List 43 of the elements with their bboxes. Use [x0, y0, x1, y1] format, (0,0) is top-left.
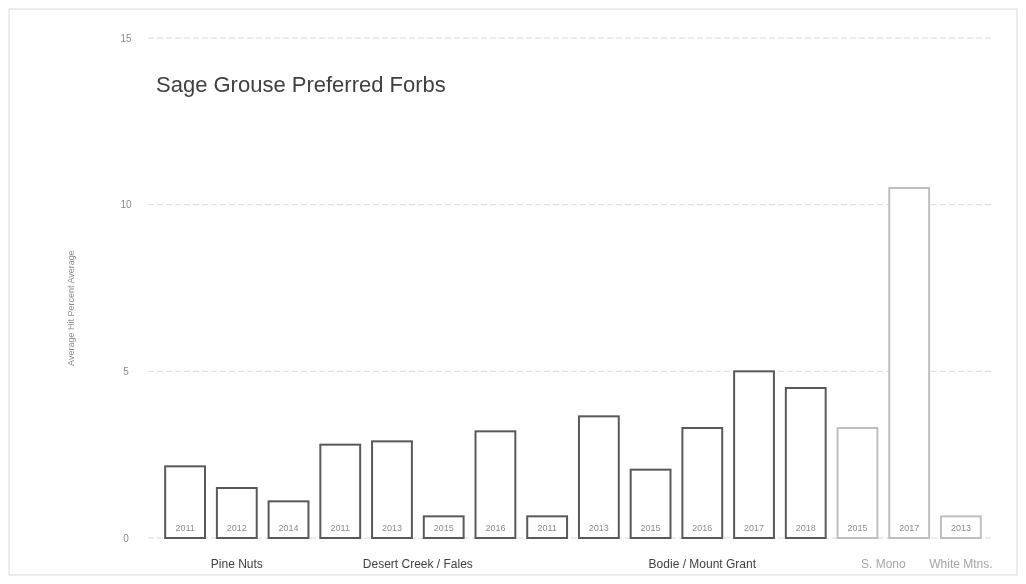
x-tick-label: 2017	[744, 523, 765, 533]
x-tick-label: 2014	[278, 523, 299, 533]
y-tick-label: 5	[123, 365, 130, 377]
x-tick-label: 2018	[795, 523, 816, 533]
text: Pine Nuts	[210, 557, 263, 571]
x-tick-label: 2015	[433, 523, 454, 533]
bar	[371, 440, 413, 539]
x-tick-label: 2015	[640, 523, 661, 533]
y-tick-label: 0	[123, 532, 130, 544]
x-tick-label: 2013	[950, 523, 971, 533]
bar	[733, 370, 775, 539]
x-tick-label: 2015	[847, 523, 868, 533]
text: Desert Creek / Fales	[362, 557, 473, 571]
x-tick-label: 2016	[692, 523, 713, 533]
x-tick-label: 2017	[899, 523, 920, 533]
text: Bodie / Mount Grant	[648, 557, 757, 571]
bar	[681, 427, 724, 539]
x-tick-label: 2016	[485, 523, 506, 533]
y-axis-title: Average Hit Percent Average	[66, 250, 76, 366]
bar	[474, 430, 517, 539]
x-tick-label: 2011	[537, 523, 557, 533]
bar	[526, 515, 569, 539]
bar	[836, 427, 879, 539]
bar	[888, 187, 931, 539]
x-tick-label: 2013	[381, 523, 402, 533]
y-tick-label: 10	[120, 199, 132, 211]
bar	[164, 465, 206, 539]
y-tick-label: 15	[120, 32, 132, 44]
x-tick-label: 2011	[175, 523, 195, 533]
text: S. Mono	[860, 557, 906, 571]
bar	[784, 387, 827, 539]
bar	[940, 515, 982, 539]
text: Sage Grouse Preferred Forbs	[156, 72, 446, 97]
bar	[215, 487, 258, 539]
bar	[577, 415, 620, 539]
bar	[319, 443, 362, 539]
bar	[422, 515, 465, 539]
bar	[267, 500, 310, 539]
x-tick-label: 2012	[226, 523, 247, 533]
x-tick-label: 2011	[330, 523, 350, 533]
text: White Mtns.	[929, 557, 993, 571]
x-tick-label: 2013	[588, 523, 609, 533]
bar	[629, 468, 672, 539]
